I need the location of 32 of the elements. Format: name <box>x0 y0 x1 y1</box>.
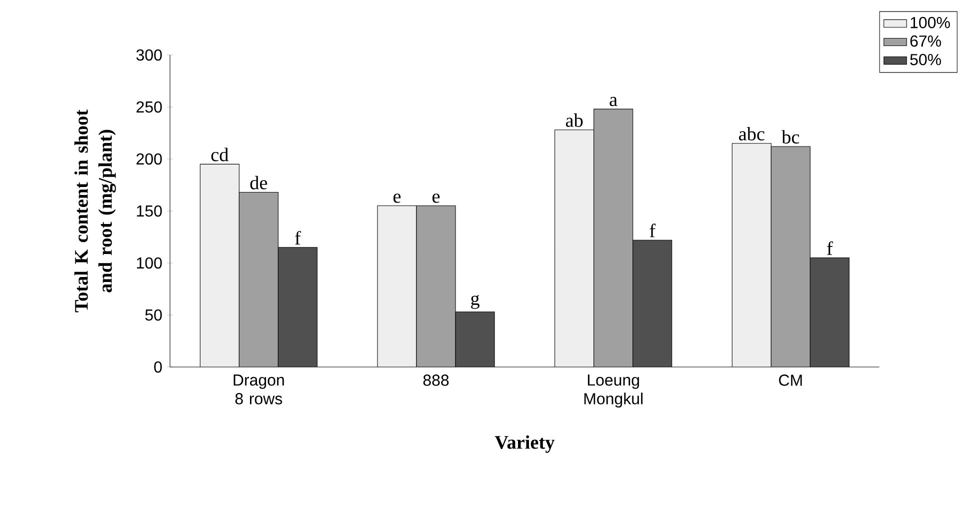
annotation: e <box>393 194 401 203</box>
annotation: f <box>827 241 833 255</box>
x-tick-label: CM <box>779 374 802 386</box>
x-axis-title: Variety <box>494 435 555 453</box>
bar <box>732 143 772 367</box>
y-tick-label: 0 <box>154 361 162 373</box>
annotation: f <box>295 230 301 244</box>
annotation: f <box>650 224 656 238</box>
y-tick-label: 200 <box>136 153 162 165</box>
bar <box>200 164 240 367</box>
y-axis-title: Total K content in shoot and root (mg/plant) <box>74 110 116 312</box>
y-tick-label: 300 <box>136 49 162 61</box>
x-tick-label: Loeung Mongkul <box>584 374 642 408</box>
y-tick-label: 100 <box>136 257 162 269</box>
bar <box>377 206 416 367</box>
annotation: cd <box>211 148 228 162</box>
legend-label: 100% <box>910 16 950 28</box>
annotation: e <box>432 194 440 203</box>
legend-label: 50% <box>910 54 942 66</box>
x-tick-label: 888 <box>423 374 449 386</box>
x-tick-label: Dragon 8 rows <box>234 374 284 404</box>
annotation: g <box>471 294 480 309</box>
annotation: a <box>610 96 618 106</box>
annotation: bc <box>782 130 800 144</box>
annotation: ab <box>566 113 583 127</box>
y-tick-label: 250 <box>136 101 162 113</box>
annotation: de <box>250 176 268 190</box>
y-tick-label: 50 <box>145 309 162 321</box>
annotation: abc <box>738 126 764 140</box>
bar <box>554 130 594 367</box>
y-tick-label: 150 <box>136 205 162 217</box>
legend-label: 67% <box>910 35 942 47</box>
